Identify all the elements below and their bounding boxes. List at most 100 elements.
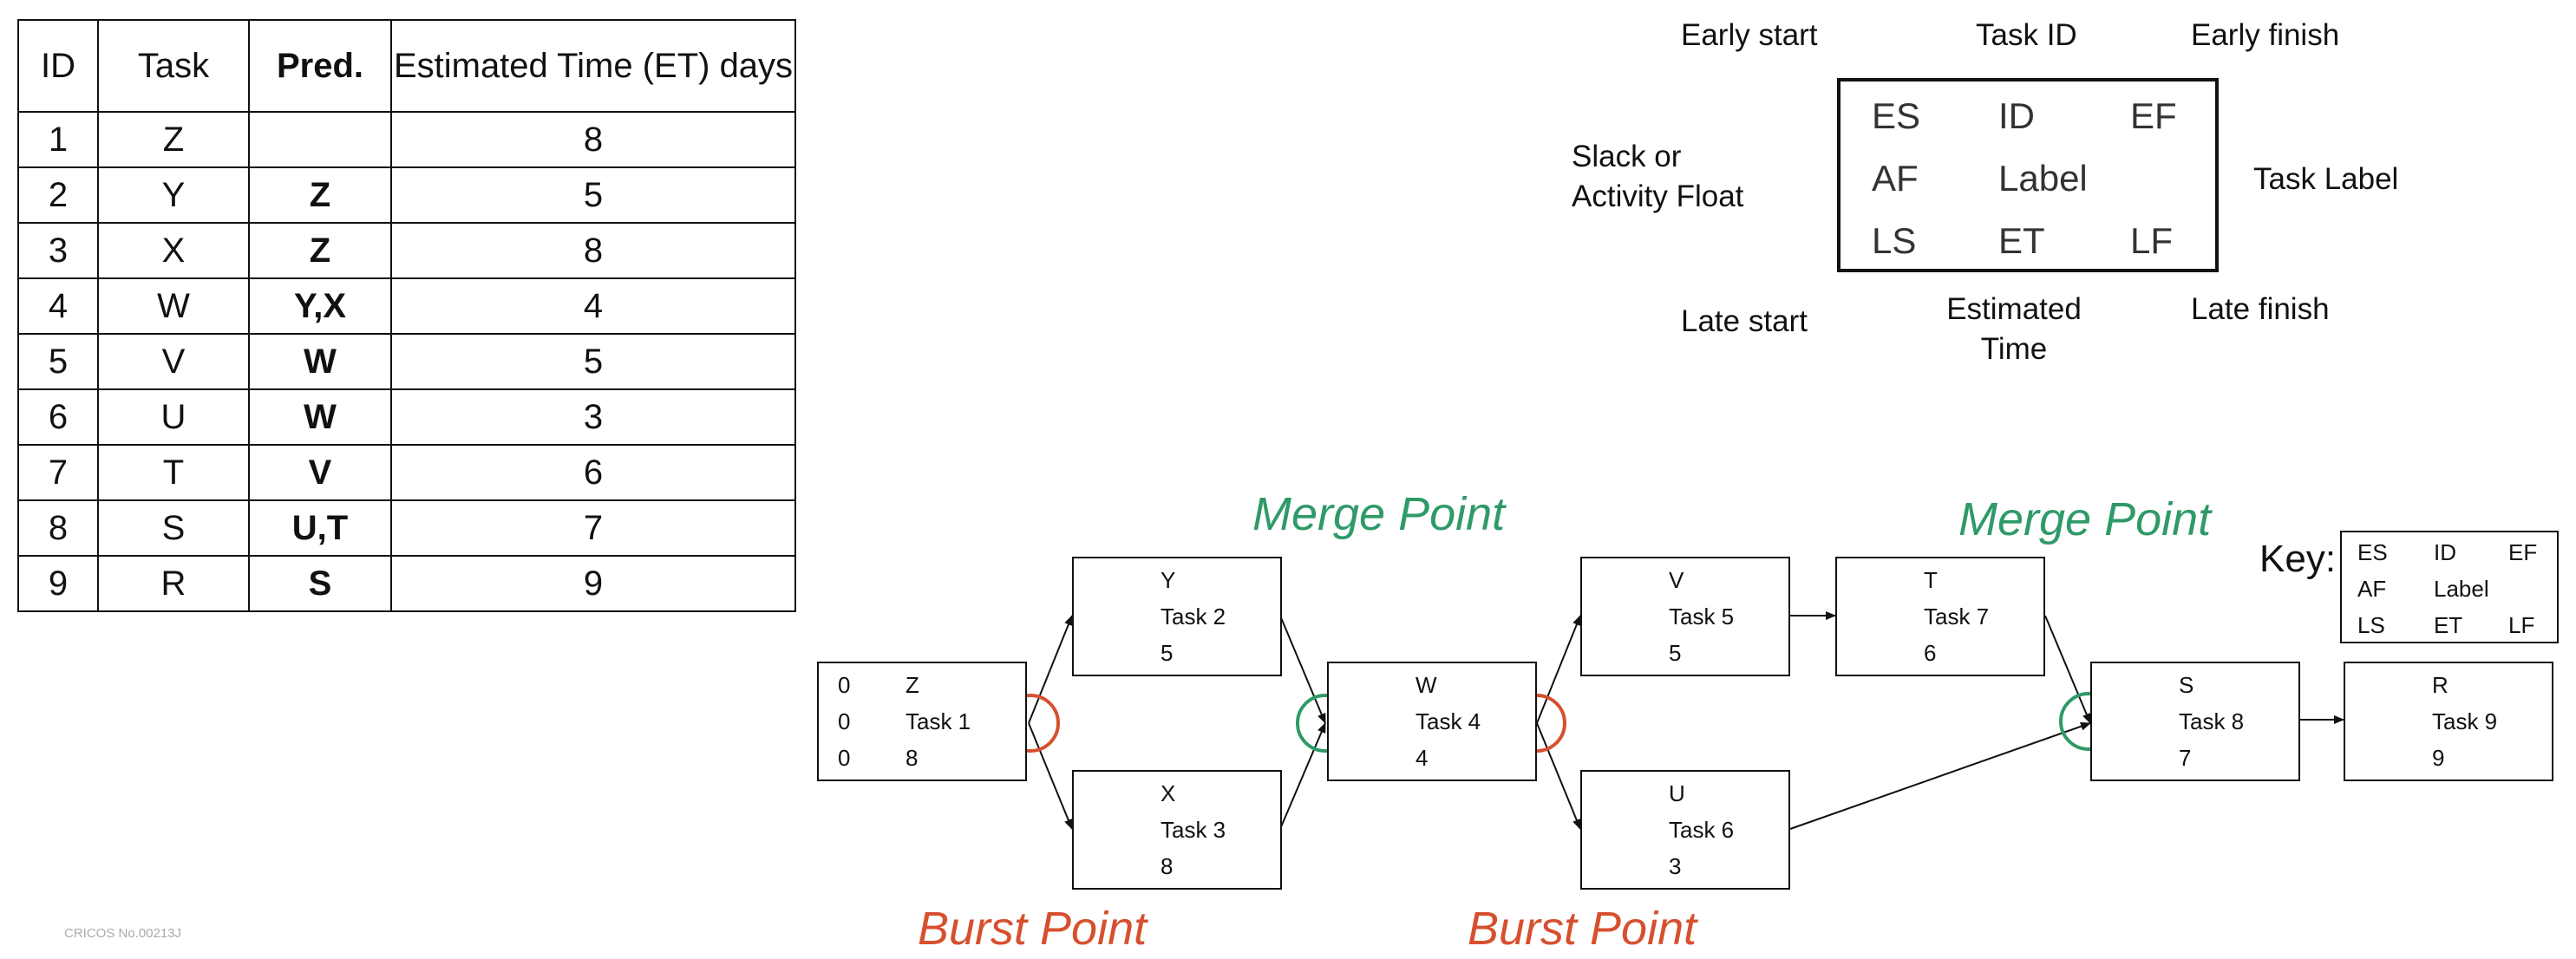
legend-estimated-line2: Time [1980, 332, 2048, 366]
burst-point-label: Burst Point [1468, 903, 1697, 955]
table-row: 7 T V 6 [17, 444, 796, 501]
cell-et: 8 [390, 222, 796, 279]
cell-et: 8 [390, 111, 796, 168]
cell-task: Y [97, 166, 250, 224]
legend-early-finish: Early finish [2191, 18, 2340, 52]
node-id: R [2432, 672, 2449, 698]
legend-late-start: Late start [1681, 304, 1808, 338]
node-af: 0 [838, 708, 851, 734]
legend-box-lf: LF [2130, 220, 2174, 261]
cell-id: 7 [17, 444, 99, 501]
cell-et: 9 [390, 555, 796, 612]
legend-box-et: ET [1998, 220, 2045, 261]
legend-box-es: ES [1872, 95, 1921, 136]
table-row: 1 Z 8 [17, 111, 796, 168]
node-label: Task 6 [1669, 817, 1735, 843]
node-id: X [1161, 780, 1176, 806]
cell-id: 4 [17, 277, 99, 335]
legend-box-af: AF [1872, 158, 1919, 199]
node-label: Task 3 [1161, 817, 1226, 843]
node-et: 8 [1161, 853, 1174, 879]
key-id: ID [2434, 539, 2456, 565]
key-box: ES ID EF AF Label LS ET LF [2340, 531, 2559, 643]
table-row: 3 X Z 8 [17, 222, 796, 279]
node-et: 3 [1669, 853, 1682, 879]
legend-box-label: Label [1998, 158, 2088, 199]
key-title: Key: [2259, 538, 2337, 580]
node-task-2: Y Task 2 5 [1072, 557, 1282, 676]
header-pred: Pred. [248, 19, 392, 113]
cell-task: Z [97, 111, 250, 168]
header-task: Task [97, 19, 250, 113]
cell-pred [248, 111, 392, 168]
cell-pred: U,T [248, 499, 392, 557]
cell-pred: W [248, 388, 392, 446]
node-es: 0 [838, 672, 851, 698]
cell-task: V [97, 333, 250, 390]
arrow-t-s [2044, 615, 2091, 724]
cell-id: 9 [17, 555, 99, 612]
cell-pred: V [248, 444, 392, 501]
legend-early-start: Early start [1681, 18, 1818, 52]
key-af: AF [2357, 576, 2387, 602]
cell-task: U [97, 388, 250, 446]
key-lf: LF [2508, 612, 2535, 638]
cell-id: 6 [17, 388, 99, 446]
node-task-3: X Task 3 8 [1072, 770, 1282, 890]
table-row: 5 V W 5 [17, 333, 796, 390]
node-task-5: V Task 5 5 [1580, 557, 1790, 676]
key-et: ET [2434, 612, 2463, 638]
arrow-z-y [1028, 615, 1073, 724]
node-ls: 0 [838, 745, 851, 771]
table-row: 6 U W 3 [17, 388, 796, 446]
key-ef: EF [2508, 539, 2538, 565]
cricos-footer: CRICOS No.00213J [64, 926, 182, 941]
table-row: 2 Y Z 5 [17, 166, 796, 224]
arrow-z-x [1028, 722, 1073, 830]
cell-id: 1 [17, 111, 99, 168]
key-es: ES [2357, 539, 2388, 565]
cell-task: S [97, 499, 250, 557]
cell-pred: Y,X [248, 277, 392, 335]
node-task-6: U Task 6 3 [1580, 770, 1790, 890]
legend-box-ef: EF [2130, 95, 2177, 136]
legend-box-id: ID [1998, 95, 2035, 136]
cell-task: X [97, 222, 250, 279]
table-row: 9 R S 9 [17, 555, 796, 612]
legend-task-label: Task Label [2253, 162, 2399, 196]
node-et: 5 [1669, 640, 1682, 666]
node-label: Task 8 [2179, 708, 2245, 734]
cell-et: 5 [390, 333, 796, 390]
node-label: Task 4 [1415, 708, 1481, 734]
table-header-row: ID Task Pred. Estimated Time (ET) days [17, 19, 796, 113]
node-label: Task 1 [906, 708, 971, 734]
node-id: S [2179, 672, 2194, 698]
cell-et: 4 [390, 277, 796, 335]
table-row: 8 S U,T 7 [17, 499, 796, 557]
node-label: Task 7 [1924, 603, 1990, 630]
node-id: W [1415, 672, 1437, 698]
node-task-7: T Task 7 6 [1835, 557, 2045, 676]
cell-et: 7 [390, 499, 796, 557]
cell-et: 3 [390, 388, 796, 446]
node-id: T [1924, 567, 1938, 593]
cell-id: 3 [17, 222, 99, 279]
cell-task: T [97, 444, 250, 501]
node-task-9: R Task 9 9 [2344, 662, 2553, 781]
arrow-x-w [1279, 722, 1326, 830]
cell-id: 5 [17, 333, 99, 390]
node-et: 5 [1161, 640, 1174, 666]
task-table: ID Task Pred. Estimated Time (ET) days 1… [17, 19, 796, 612]
node-et: 6 [1924, 640, 1937, 666]
node-et: 8 [906, 745, 919, 771]
legend-task-id: Task ID [1976, 18, 2077, 52]
arrow-w-v [1536, 615, 1581, 724]
cell-pred: Z [248, 222, 392, 279]
cell-id: 2 [17, 166, 99, 224]
node-id: Z [906, 672, 919, 698]
key-ls: LS [2357, 612, 2385, 638]
node-id: U [1669, 780, 1685, 806]
legend-estimated-line1: Estimated [1946, 292, 2082, 326]
merge-point-label: Merge Point [1958, 493, 2212, 545]
